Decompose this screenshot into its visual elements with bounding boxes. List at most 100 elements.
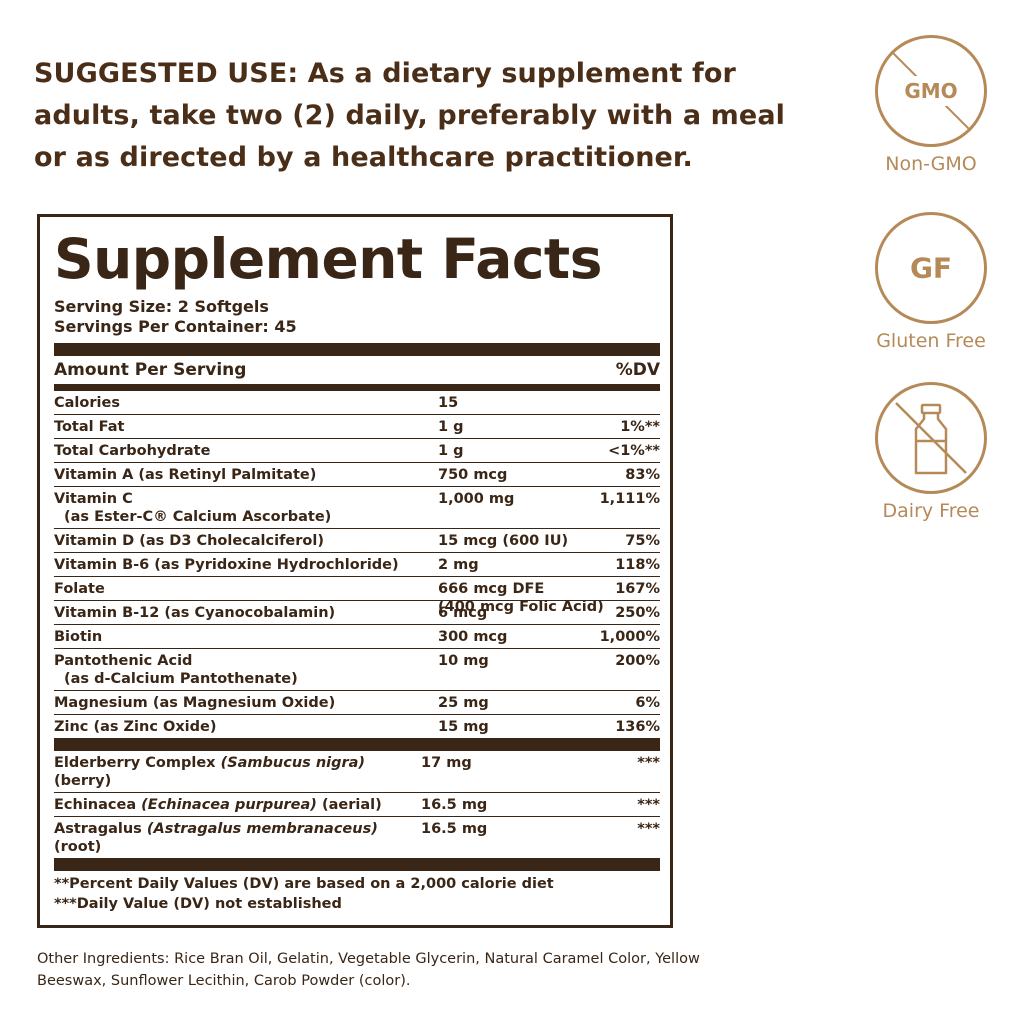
nutrient-amount: 1 g [438, 443, 464, 459]
suggested-use-text: SUGGESTED USE: As a dietary supplement f… [34, 58, 786, 173]
table-row: Vitamin A (as Retinyl Palmitate) 750 mcg 8… [54, 463, 660, 486]
herb-rows: Elderberry Complex (Sambucus nigra) (ber… [54, 751, 660, 858]
divider-thin [54, 552, 660, 553]
nutrient-rows: Calories 15 Total Fat 1 g 1%** Total Carbohyd… [54, 391, 660, 738]
table-row: Magnesium (as Magnesium Oxide) 25 mg 6% [54, 691, 660, 714]
footnote-not-established: ***Daily Value (DV) not established [54, 896, 342, 912]
nutrient-amount: 2 mg [438, 557, 479, 573]
nutrient-name: Magnesium (as Magnesium Oxide) [54, 695, 336, 711]
amount-header-row: Amount Per Serving %DV [54, 356, 660, 384]
footnote-dv: **Percent Daily Values (DV) are based on… [54, 876, 554, 892]
divider-thin [54, 690, 660, 691]
non-gmo-label: Non-GMO [885, 153, 977, 175]
table-row: Vitamin C (as Ester-C® Calcium Ascorbate)… [54, 487, 660, 528]
divider-medium [54, 384, 660, 391]
nutrient-name: Total Carbohydrate [54, 443, 211, 459]
non-gmo-badge: GMO Non-GMO [872, 35, 990, 175]
herb-amount: 17 mg [421, 755, 472, 771]
facts-title: Supplement Facts [54, 227, 602, 291]
nutrient-dv: 167% [615, 581, 660, 597]
milk-bottle-icon [895, 402, 967, 475]
divider-thin [54, 648, 660, 649]
divider-thin [54, 624, 660, 625]
nutrient-amount: 15 [438, 395, 459, 411]
herb-amount: 16.5 mg [421, 821, 488, 837]
dv-header: %DV [615, 360, 660, 380]
herb-dv: *** [637, 797, 660, 813]
gluten-free-icon: GF [875, 212, 987, 324]
nutrient-amount: 6 mcg [438, 605, 488, 621]
divider-thin [54, 792, 660, 793]
table-row: Folate 666 mcg DFE (400 mcg Folic Acid) 167… [54, 577, 660, 615]
divider-thin [54, 438, 660, 439]
nutrient-dv: 1,111% [599, 491, 660, 507]
nutrient-name: Folate [54, 581, 105, 597]
nutrient-amount: 1 g [438, 419, 464, 435]
nutrient-dv: <1%** [608, 443, 660, 459]
divider-thin [54, 714, 660, 715]
nutrient-dv: 75% [625, 533, 660, 549]
divider-thin [54, 486, 660, 487]
dairy-free-badge: Dairy Free [872, 382, 990, 522]
divider-thick [54, 858, 660, 871]
nutrient-amount: 10 mg [438, 653, 489, 669]
nutrient-dv: 118% [615, 557, 660, 573]
amount-per-serving-label: Amount Per Serving [54, 360, 247, 380]
nutrient-name: Vitamin B-6 (as Pyridoxine Hydrochloride… [54, 557, 399, 573]
nutrient-name: Vitamin D (as D3 Cholecalciferol) [54, 533, 324, 549]
herb-amount: 16.5 mg [421, 797, 488, 813]
gf-code: GF [909, 251, 953, 285]
table-row: Astragalus (Astragalus membranaceus) (ro… [54, 817, 660, 858]
nutrient-dv: 136% [615, 719, 660, 735]
divider-thick [54, 343, 660, 356]
herb-name: Elderberry Complex (Sambucus nigra) (ber… [54, 755, 366, 789]
herb-dv: *** [637, 821, 660, 837]
nutrient-amount: 1,000 mg [438, 491, 515, 507]
nutrient-amount: 750 mcg [438, 467, 508, 483]
table-row: Biotin 300 mcg 1,000% [54, 625, 660, 648]
herb-name: Astragalus (Astragalus membranaceus) (ro… [54, 821, 378, 855]
nutrient-name: Biotin [54, 629, 103, 645]
no-milk-bottle-icon [875, 382, 987, 494]
nutrient-dv: 1,000% [599, 629, 660, 645]
gluten-free-label: Gluten Free [876, 330, 986, 352]
other-ingredients: Other Ingredients: Rice Bran Oil, Gelati… [37, 951, 700, 989]
divider-thin [54, 528, 660, 529]
nutrient-name: Calories [54, 395, 120, 411]
gmo-code: GMO [904, 79, 958, 103]
nutrient-name: Pantothenic Acid [54, 653, 193, 669]
nutrient-dv: 6% [635, 695, 660, 711]
nutrient-dv: 1%** [620, 419, 660, 435]
table-row: Total Carbohydrate 1 g <1%** [54, 439, 660, 462]
divider-thin [54, 576, 660, 577]
nutrient-name: Zinc (as Zinc Oxide) [54, 719, 217, 735]
gluten-free-badge: GF Gluten Free [872, 212, 990, 352]
table-row: Pantothenic Acid (as d-Calcium Pantothena… [54, 649, 660, 690]
nutrient-amount: 666 mcg DFE (400 mcg Folic Acid) [438, 581, 604, 615]
nutrient-dv: 83% [625, 467, 660, 483]
nutrient-name: Vitamin C [54, 491, 133, 507]
divider-thick [54, 738, 660, 751]
nutrient-dv: 200% [615, 653, 660, 669]
nutrient-dv: 250% [615, 605, 660, 621]
table-row: Elderberry Complex (Sambucus nigra) (ber… [54, 751, 660, 792]
nutrient-source: (as d-Calcium Pantothenate) [64, 671, 298, 687]
nutrient-amount: 25 mg [438, 695, 489, 711]
divider-thin [54, 816, 660, 817]
divider-thin [54, 414, 660, 415]
supplement-facts-panel: Supplement Facts Serving Size: 2 Softgel… [37, 214, 673, 928]
dairy-free-label: Dairy Free [882, 500, 980, 522]
table-row: Calories 15 [54, 391, 660, 414]
table-row: Total Fat 1 g 1%** [54, 415, 660, 438]
serving-size: Serving Size: 2 Softgels [54, 297, 269, 316]
nutrient-name: Vitamin B-12 (as Cyanocobalamin) [54, 605, 336, 621]
herb-dv: *** [637, 755, 660, 771]
nutrient-name: Vitamin A (as Retinyl Palmitate) [54, 467, 317, 483]
table-row: Vitamin D (as D3 Cholecalciferol) 15 mcg … [54, 529, 660, 552]
table-row: Vitamin B-6 (as Pyridoxine Hydrochloride… [54, 553, 660, 576]
herb-name: Echinacea (Echinacea purpurea) (aerial) [54, 797, 382, 813]
nutrient-amount: 15 mg [438, 719, 489, 735]
nutrient-amount: 15 mcg (600 IU) [438, 533, 569, 549]
table-row: Vitamin B-12 (as Cyanocobalamin) 6 mcg 250… [54, 601, 660, 624]
no-gmo-icon: GMO [875, 35, 987, 147]
